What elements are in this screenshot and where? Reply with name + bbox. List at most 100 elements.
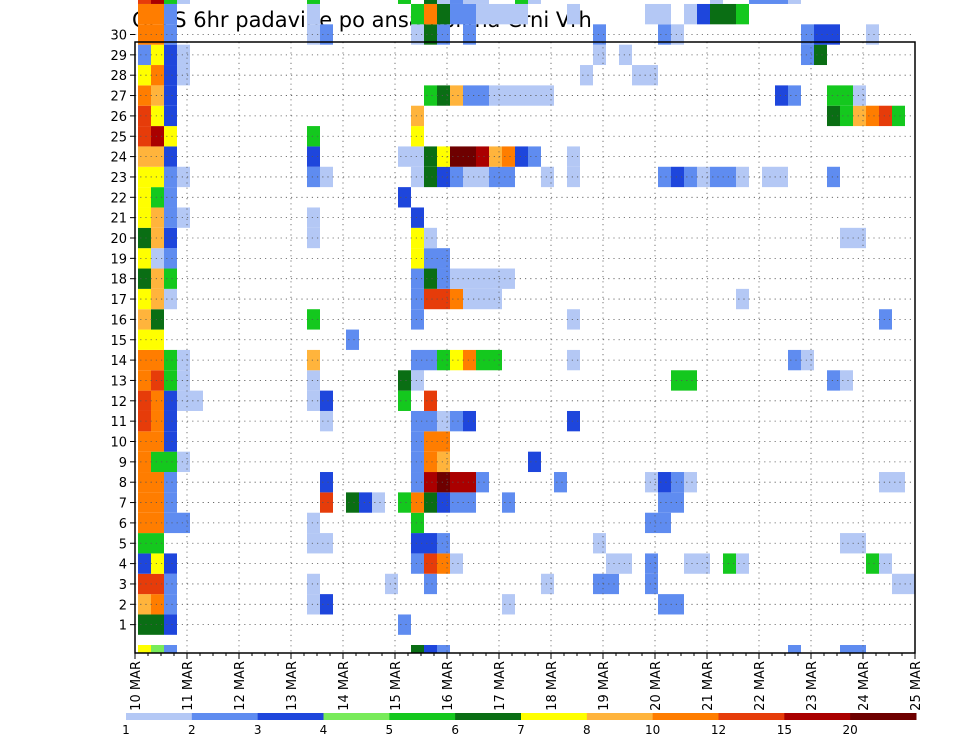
heatmap-cell (320, 390, 333, 411)
heatmap-cell (710, 0, 723, 4)
heatmap-cell (788, 85, 801, 106)
heatmap-cell (164, 187, 177, 208)
heatmap-cell (502, 166, 515, 188)
heatmap-cell (502, 594, 515, 615)
heatmap-cell (450, 0, 463, 4)
heatmap-cell (320, 24, 333, 45)
heatmap-cell (723, 166, 736, 188)
heatmap-cell (827, 85, 840, 106)
heatmap-cell (151, 248, 164, 269)
heatmap-cell (437, 288, 450, 310)
heatmap-cell (411, 451, 424, 473)
heatmap-cell (164, 268, 177, 289)
heatmap-cell (411, 166, 424, 188)
heatmap-cell (450, 553, 463, 574)
heatmap-cell (736, 288, 749, 310)
heatmap-cell (164, 553, 177, 574)
heatmap-cell (138, 329, 151, 350)
heatmap-cell (437, 431, 450, 452)
heatmap-cell (879, 472, 892, 493)
x-tick-label: 16 MAR (441, 661, 456, 711)
y-tick-label: 9 (119, 456, 127, 471)
heatmap-cell (359, 492, 372, 513)
heatmap-cell (476, 146, 489, 167)
heatmap-cell (151, 594, 164, 615)
heatmap-cell (697, 3, 710, 25)
heatmap-cell (346, 492, 359, 513)
heatmap-cell (424, 349, 437, 371)
heatmap-cell (658, 472, 671, 493)
heatmap-cell (411, 492, 424, 513)
heatmap-cell (411, 645, 424, 653)
heatmap-cell (788, 645, 801, 653)
heatmap-cell (619, 44, 632, 66)
heatmap-cell (151, 533, 164, 554)
heatmap-cell (450, 268, 463, 289)
heatmap-cell (671, 594, 684, 615)
heatmap-cell (580, 65, 593, 86)
heatmap-cell (372, 492, 385, 513)
heatmap-cell (164, 370, 177, 391)
heatmap-cell (424, 472, 437, 493)
heatmap-cell (892, 573, 905, 595)
heatmap-cell (463, 472, 476, 493)
heatmap-cell (411, 512, 424, 534)
y-tick-label: 2 (119, 598, 127, 613)
heatmap-cell (762, 166, 775, 188)
heatmap-cell (463, 288, 476, 310)
heatmap-cell (528, 0, 541, 4)
heatmap-cell (567, 166, 580, 188)
heatmap-cell (411, 309, 424, 330)
heatmap-cell (411, 146, 424, 167)
heatmap-cell (307, 370, 320, 391)
heatmap-cell (307, 594, 320, 615)
heatmap-cell (151, 309, 164, 330)
y-tick-label: 11 (110, 415, 127, 430)
heatmap-cell (892, 472, 905, 493)
heatmap-cell (411, 105, 424, 127)
heatmap-cell (151, 329, 164, 350)
colorbar-swatch (257, 713, 324, 720)
heatmap-cell (138, 85, 151, 106)
colorbar-swatch (718, 713, 785, 720)
heatmap-cell (424, 24, 437, 45)
heatmap-cell (645, 553, 658, 574)
heatmap-cell (164, 645, 177, 653)
heatmap-cell (684, 3, 697, 25)
heatmap-cell (151, 24, 164, 45)
heatmap-cell (151, 370, 164, 391)
heatmap-cell (489, 268, 502, 289)
heatmap-cell (853, 85, 866, 106)
heatmap-cell (307, 533, 320, 554)
x-tick-label: 23 MAR (805, 661, 820, 711)
heatmap-cell (164, 105, 177, 127)
heatmap-cell (151, 553, 164, 574)
heatmap-cell (411, 268, 424, 289)
colorbar-swatch (191, 713, 259, 720)
heatmap-cell (528, 85, 541, 106)
heatmap-cell (775, 166, 788, 188)
heatmap-cell (177, 166, 190, 188)
colorbar-swatch (850, 713, 917, 720)
heatmap-cell (151, 410, 164, 432)
heatmap-cell (307, 390, 320, 411)
heatmap-cell (320, 166, 333, 188)
heatmap-cell (138, 410, 151, 432)
heatmap-cell (307, 166, 320, 188)
heatmap-cell (138, 451, 151, 473)
heatmap-cell (424, 85, 437, 106)
heatmap-cell (138, 65, 151, 86)
y-tick-label: 21 (110, 212, 127, 227)
heatmap-cell (164, 288, 177, 310)
heatmap-cell (684, 166, 697, 188)
heatmap-cell (398, 146, 411, 167)
colorbar-label: 20 (843, 723, 858, 737)
heatmap-cell (138, 126, 151, 147)
heatmap-cell (567, 146, 580, 167)
heatmap-cell (424, 533, 437, 554)
y-tick-label: 14 (110, 354, 127, 369)
heatmap-cell (138, 533, 151, 554)
heatmap-cell (164, 349, 177, 371)
heatmap-cell (151, 65, 164, 86)
